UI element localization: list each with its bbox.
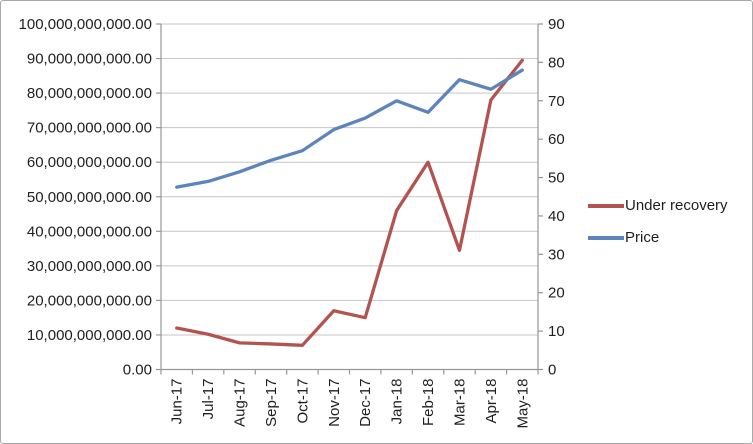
x-axis-tick-label: Jan-18 — [389, 379, 406, 425]
y-axis-left-tick-label: 90,000,000,000.00 — [27, 51, 152, 68]
y-axis-left-tick-label: 50,000,000,000.00 — [27, 189, 152, 206]
series-line-under-recovery[interactable] — [175, 58, 524, 347]
y-axis-right-tick-label: 20 — [548, 285, 565, 302]
y-axis-left-tick-label: 60,000,000,000.00 — [27, 154, 152, 171]
legend: Under recovery Price — [588, 197, 728, 247]
y-axis-right-tick-label: 0 — [548, 362, 556, 379]
y-axis-right-tick-label: 30 — [548, 246, 565, 263]
x-axis-tick-label: Jun-17 — [169, 379, 186, 425]
x-axis-tick-label: Jul-17 — [200, 379, 217, 420]
y-axis-left-tick-label: 80,000,000,000.00 — [27, 85, 152, 102]
legend-line-swatch-under-recovery — [588, 204, 624, 208]
x-axis-tick-label: Aug-17 — [232, 379, 249, 427]
y-axis-right-tick-label: 50 — [548, 170, 565, 187]
x-axis-tick-label: May-18 — [514, 379, 531, 429]
y-axis-left-tick-label: 0.00 — [123, 362, 152, 379]
y-axis-right-tick-label: 90 — [548, 16, 565, 33]
y-axis-right-tick-label: 10 — [548, 323, 565, 340]
y-axis-left-tick-label: 30,000,000,000.00 — [27, 258, 152, 275]
y-axis-left-tick-label: 10,000,000,000.00 — [27, 327, 152, 344]
legend-label-price: Price — [625, 229, 660, 246]
x-axis-tick-label: Dec-17 — [357, 379, 374, 427]
y-axis-left-tick-label: 70,000,000,000.00 — [27, 120, 152, 137]
series-line-price[interactable] — [175, 68, 524, 189]
y-axis-right-tick-label: 70 — [548, 93, 565, 110]
y-axis-left-tick-label: 100,000,000,000.00 — [19, 16, 152, 33]
x-axis-tick-label: Mar-18 — [451, 379, 468, 427]
legend-item-under-recovery[interactable]: Under recovery — [588, 197, 728, 215]
x-axis-tick-label: Feb-18 — [420, 379, 437, 427]
legend-item-price[interactable]: Price — [588, 229, 728, 247]
x-axis-tick-label: Oct-17 — [294, 379, 311, 424]
y-axis-left-tick-label: 20,000,000,000.00 — [27, 292, 152, 309]
y-axis-left-tick-label: 40,000,000,000.00 — [27, 223, 152, 240]
y-axis-right-tick-label: 80 — [548, 54, 565, 71]
y-axis-right-tick-label: 40 — [548, 208, 565, 225]
y-axis-right-tick-label: 60 — [548, 131, 565, 148]
x-axis-tick-label: Nov-17 — [326, 379, 343, 427]
legend-line-swatch-price — [588, 236, 624, 240]
x-axis-tick-label: Sep-17 — [263, 379, 280, 427]
legend-label-under-recovery: Under recovery — [625, 197, 728, 214]
x-axis-tick-label: Apr-18 — [483, 379, 500, 424]
